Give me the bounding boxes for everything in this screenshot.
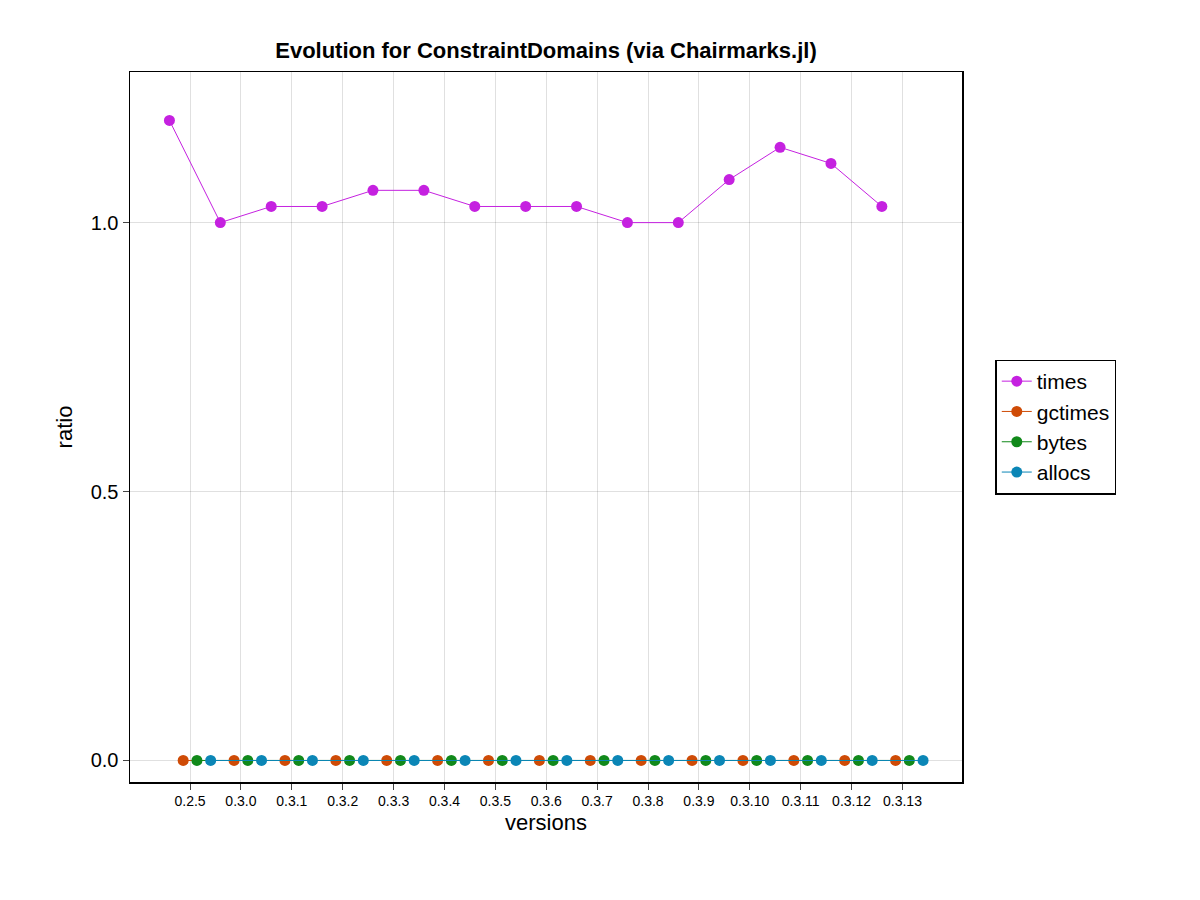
svg-text:0.3.13: 0.3.13 [883, 793, 922, 809]
svg-text:0.3.2: 0.3.2 [327, 793, 358, 809]
svg-text:bytes: bytes [1037, 431, 1087, 454]
svg-text:0.5: 0.5 [91, 481, 119, 503]
svg-text:0.3.11: 0.3.11 [782, 793, 820, 809]
svg-text:0.3.12: 0.3.12 [832, 793, 871, 809]
svg-text:0.3.3: 0.3.3 [378, 793, 409, 809]
svg-text:gctimes: gctimes [1037, 401, 1109, 424]
svg-text:0.3.5: 0.3.5 [480, 793, 511, 809]
svg-text:allocs: allocs [1037, 461, 1091, 484]
svg-text:0.3.6: 0.3.6 [531, 793, 562, 809]
svg-text:0.3.7: 0.3.7 [582, 793, 613, 809]
svg-text:versions: versions [505, 810, 587, 835]
svg-text:0.2.5: 0.2.5 [174, 793, 205, 809]
svg-text:0.3.8: 0.3.8 [632, 793, 663, 809]
svg-text:0.3.0: 0.3.0 [225, 793, 256, 809]
svg-text:ratio: ratio [52, 406, 77, 449]
svg-text:Evolution for ConstraintDomain: Evolution for ConstraintDomains (via Cha… [275, 38, 817, 63]
svg-text:1.0: 1.0 [91, 212, 119, 234]
svg-text:0.3.1: 0.3.1 [276, 793, 307, 809]
svg-text:0.3.9: 0.3.9 [683, 793, 714, 809]
svg-text:0.3.4: 0.3.4 [429, 793, 460, 809]
svg-text:0.0: 0.0 [91, 749, 119, 771]
svg-text:times: times [1037, 370, 1087, 393]
svg-text:0.3.10: 0.3.10 [730, 793, 769, 809]
